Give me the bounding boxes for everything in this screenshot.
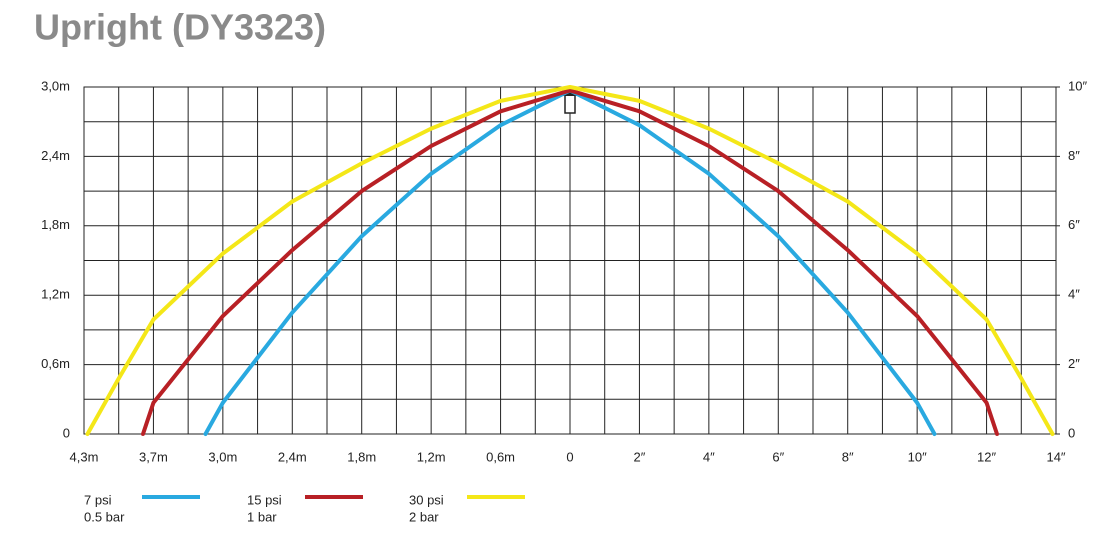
legend-label: 7 psi [84,492,112,507]
x-tick-label: 2″ [634,449,646,464]
x-tick-label: 1,8m [347,449,376,464]
legend-sublabel: 1 bar [247,509,277,524]
x-tick-label: 10″ [908,449,927,464]
x-tick-label: 3,7m [139,449,168,464]
y2-tick-label: 2″ [1068,356,1080,371]
y-tick-label: 1,2m [41,287,70,302]
series-line [85,85,1055,436]
x-tick-label: 0 [566,449,573,464]
x-tick-label: 0,6m [486,449,515,464]
sprinkler-icon [563,91,577,96]
x-tick-label: 12″ [977,449,996,464]
y2-tick-label: 8″ [1068,148,1080,163]
legend-sublabel: 0.5 bar [84,509,125,524]
x-tick-label: 6″ [772,449,784,464]
y-tick-label: 2,4m [41,148,70,163]
legend-label: 15 psi [247,492,282,507]
x-tick-label: 8″ [842,449,854,464]
series-line [141,88,999,436]
x-tick-label: 3,0m [208,449,237,464]
y-tick-label: 0 [63,425,70,440]
x-tick-label: 1,2m [417,449,446,464]
x-tick-label: 4,3m [70,449,99,464]
y2-tick-label: 4″ [1068,287,1080,302]
x-tick-label: 14″ [1046,449,1065,464]
x-tick-label: 4″ [703,449,715,464]
y-tick-label: 3,0m [41,78,70,93]
y2-tick-label: 10″ [1068,78,1087,93]
y2-tick-label: 0 [1068,425,1075,440]
y-tick-label: 0,6m [41,356,70,371]
y-tick-label: 1,8m [41,217,70,232]
chart-title: Upright (DY3323) [34,7,326,48]
x-tick-label: 2,4m [278,449,307,464]
legend-label: 30 psi [409,492,444,507]
legend-sublabel: 2 bar [409,509,439,524]
y2-tick-label: 6″ [1068,217,1080,232]
